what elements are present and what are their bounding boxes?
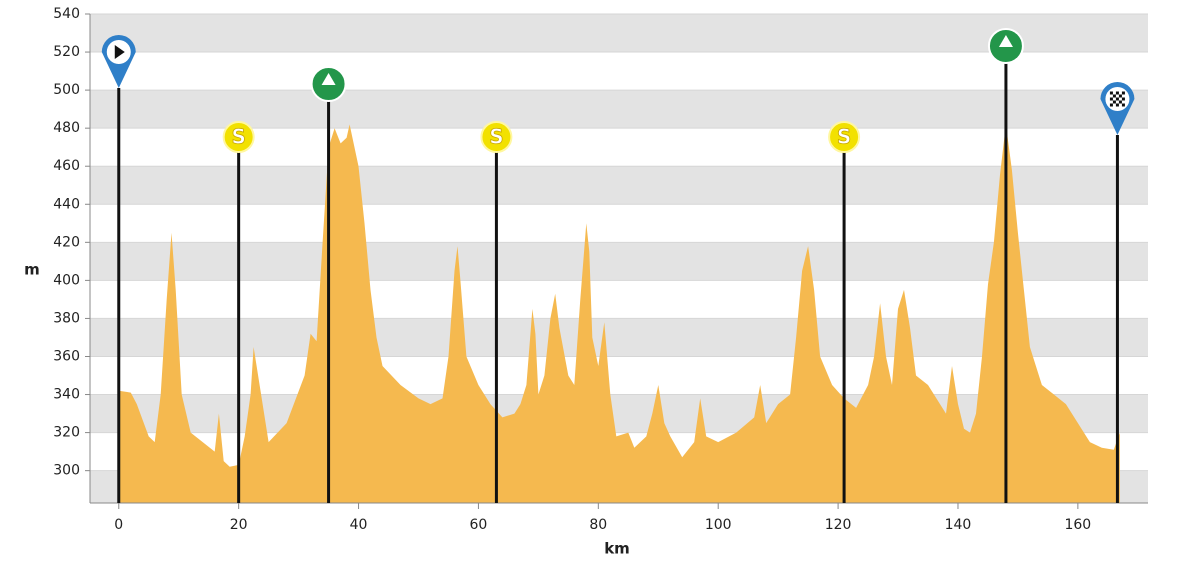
checker [1121, 97, 1125, 101]
y-tick-label: 320 [53, 425, 80, 441]
x-axis-title: km [604, 540, 630, 558]
checker [1109, 103, 1113, 107]
y-tick-label: 420 [53, 234, 80, 250]
y-tick-label: 460 [53, 158, 80, 174]
marker-icon [1100, 82, 1135, 135]
checker [1109, 97, 1113, 101]
x-tick-label: 160 [1064, 517, 1091, 533]
sprint-label: S [837, 125, 851, 149]
marker-icon: S [828, 121, 861, 153]
checker [1112, 94, 1116, 98]
elevation-area [118, 124, 1120, 504]
x-tick-label: 60 [470, 517, 488, 533]
sprint-badge [222, 121, 255, 153]
sprint-badge [480, 121, 513, 153]
checker [1112, 100, 1116, 104]
x-tick-label: 140 [945, 517, 972, 533]
marker-icon [310, 66, 347, 102]
grid-band [90, 242, 1148, 281]
checker [1115, 103, 1119, 107]
y-tick-label: 400 [53, 272, 80, 288]
x-tick-label: 120 [825, 517, 852, 533]
checker [1121, 91, 1125, 95]
sprint-label: S [489, 125, 503, 149]
y-tick-label: 340 [53, 387, 80, 403]
y-tick-label: 540 [53, 6, 80, 22]
grid-band [90, 318, 1148, 357]
x-tick-label: 100 [705, 517, 732, 533]
grid-band [90, 394, 1148, 433]
sprint-label: S [231, 125, 245, 149]
marker-icon: S [222, 121, 255, 153]
checker [1118, 100, 1122, 104]
y-tick-label: 380 [53, 310, 80, 326]
marker-icon [101, 34, 136, 88]
checker [1115, 91, 1119, 95]
sprint-badge [828, 121, 861, 153]
checker [1118, 94, 1122, 98]
y-tick-label: 480 [53, 120, 80, 136]
y-tick-label: 500 [53, 82, 80, 98]
play [114, 45, 125, 59]
marker-icon: S [480, 121, 513, 153]
x-tick-label: 80 [589, 517, 607, 533]
grid-band [90, 14, 1148, 53]
y-tick-label: 300 [53, 463, 80, 479]
checker [1109, 91, 1113, 95]
climb-arrow [998, 35, 1013, 47]
checker [1121, 103, 1125, 107]
checker [1115, 97, 1119, 101]
x-tick-label: 40 [350, 517, 368, 533]
y-tick-label: 440 [53, 196, 80, 212]
grid-band [90, 166, 1148, 205]
marker-icon [987, 28, 1024, 64]
climb-arrow [321, 73, 336, 85]
y-tick-label: 360 [53, 348, 80, 364]
x-tick-label: 20 [230, 517, 248, 533]
x-tick-label: 0 [114, 517, 123, 533]
y-axis-title: m [24, 261, 40, 279]
y-tick-label: 520 [53, 44, 80, 60]
grid-band [90, 90, 1148, 129]
